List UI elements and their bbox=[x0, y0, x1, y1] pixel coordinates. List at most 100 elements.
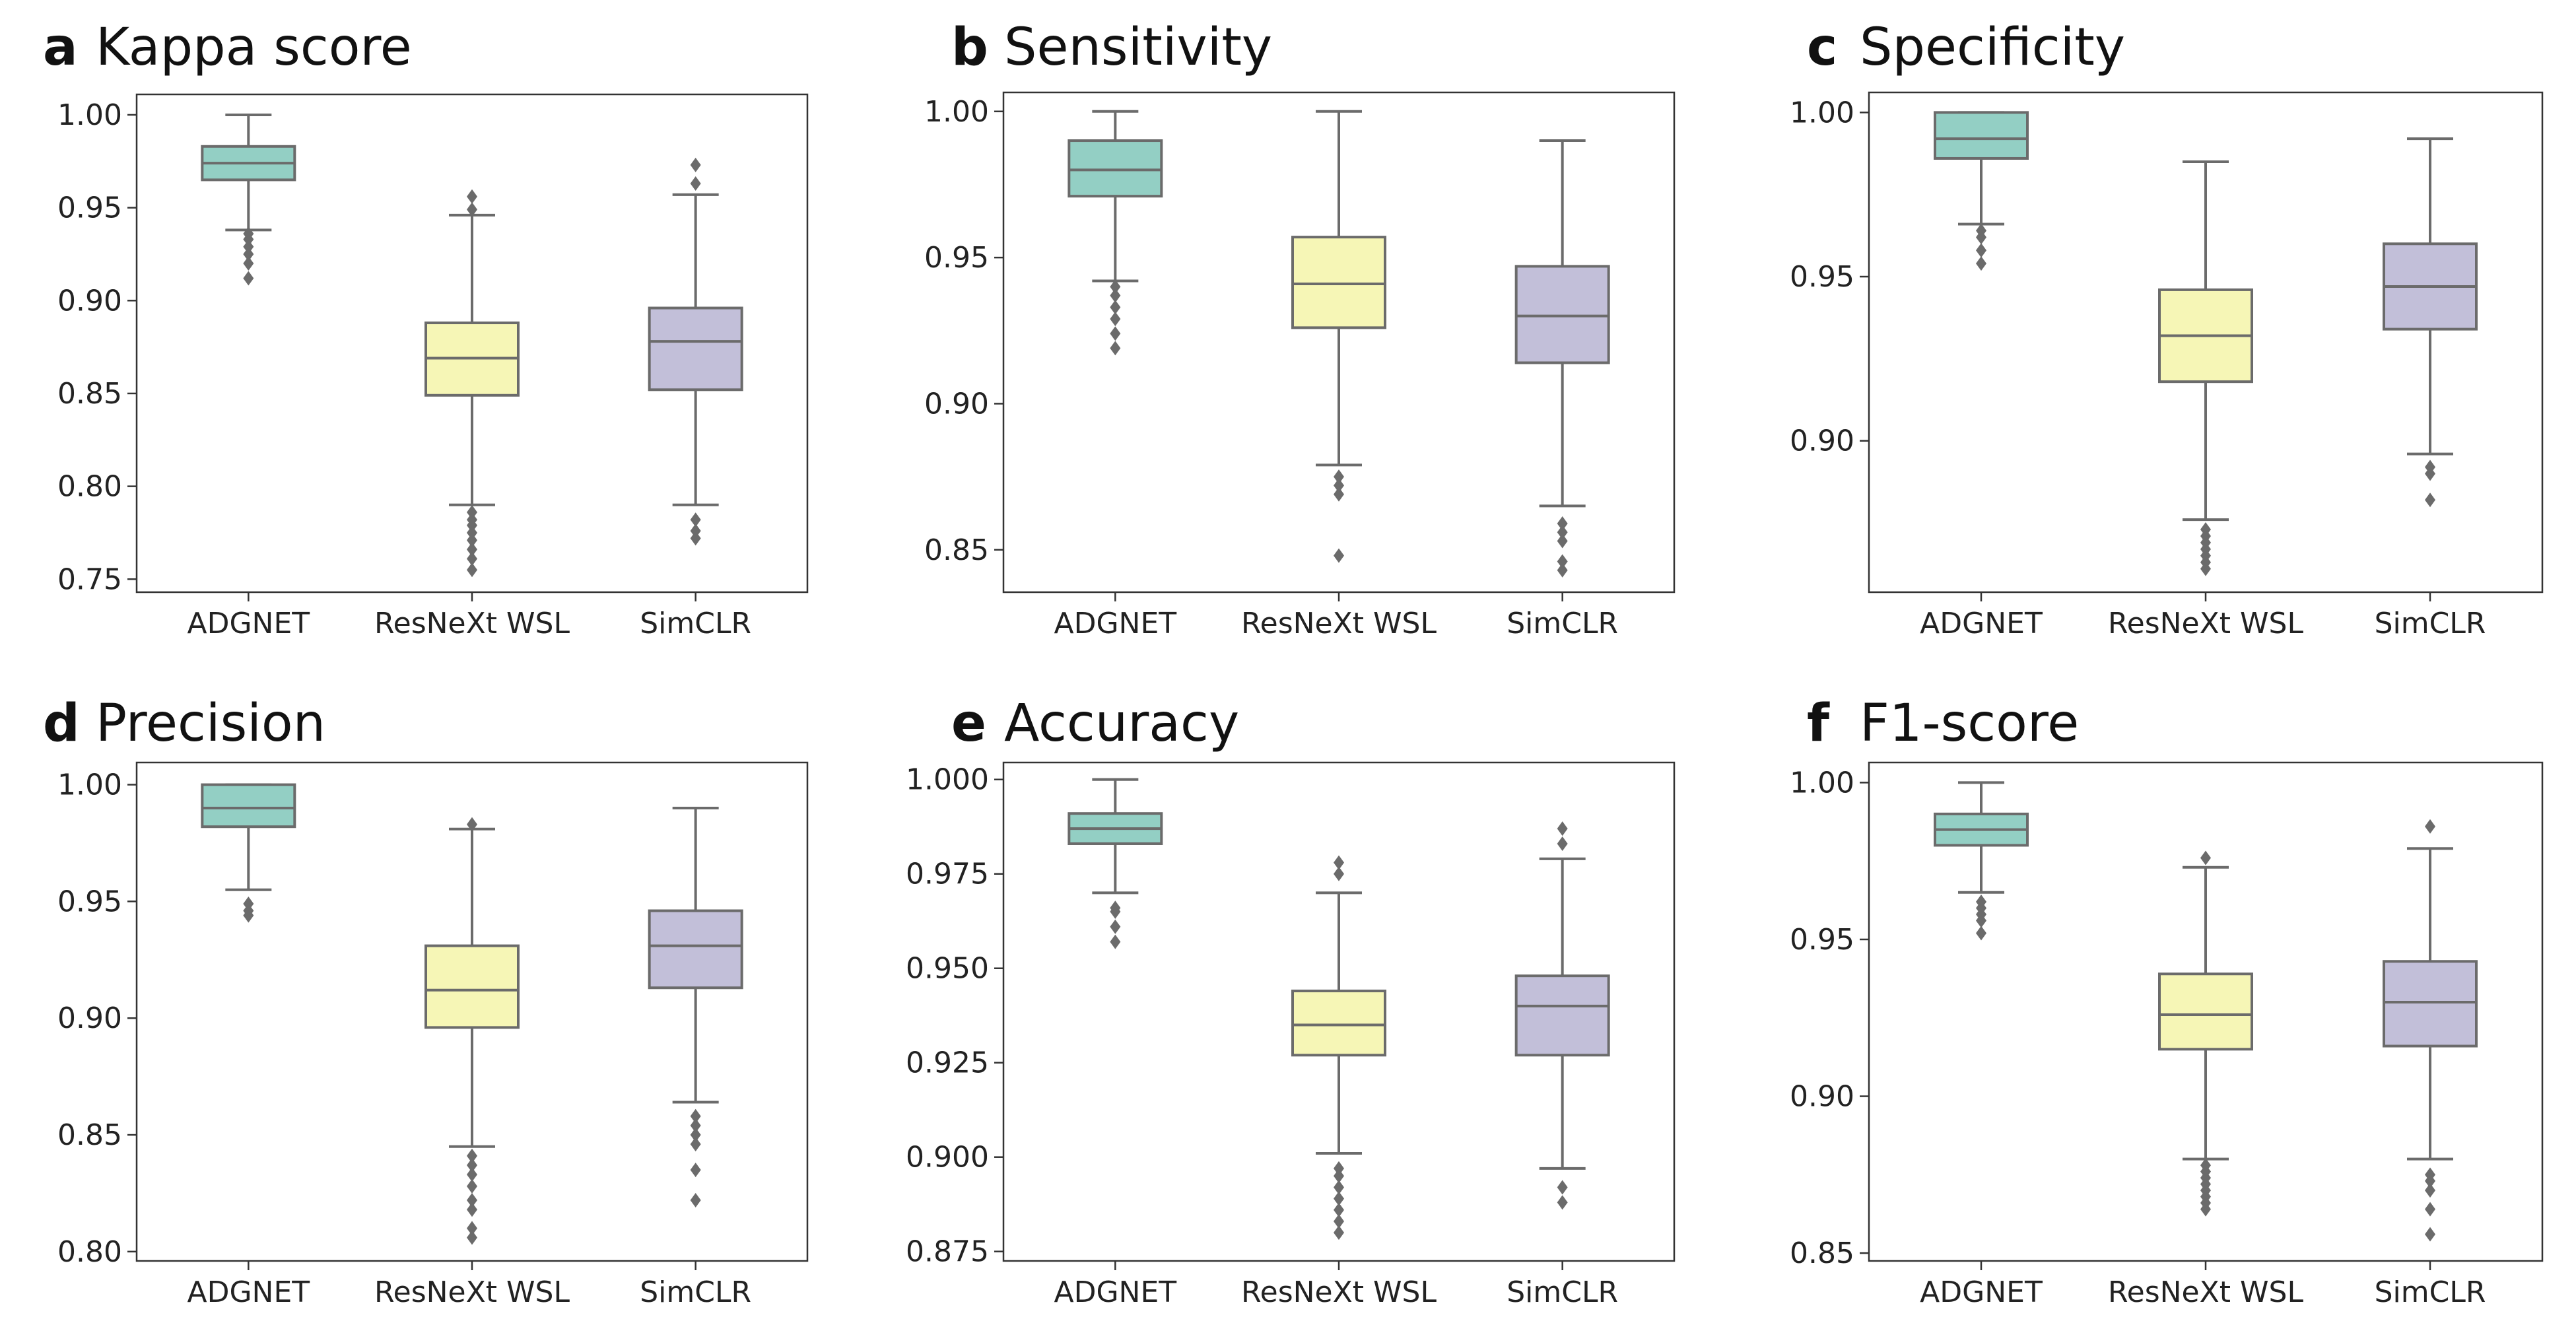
box-group bbox=[1514, 821, 1610, 1210]
y-tick-label: 0.90 bbox=[1790, 424, 1854, 458]
iqr-box bbox=[201, 783, 296, 829]
outlier-point bbox=[467, 505, 477, 520]
outlier-point bbox=[1334, 1202, 1344, 1217]
y-tick-label: 0.95 bbox=[57, 191, 122, 225]
x-category-label: SimCLR bbox=[2375, 1275, 2486, 1309]
y-tick-label: 0.95 bbox=[924, 241, 989, 275]
outlier-point bbox=[243, 896, 254, 911]
x-category-label: ADGNET bbox=[1054, 1275, 1176, 1309]
panel-letter: b bbox=[951, 18, 988, 77]
panel-letter: a bbox=[43, 18, 78, 77]
plot-frame bbox=[1002, 761, 1676, 1262]
outlier-point bbox=[1110, 934, 1121, 949]
y-tick-label: 0.85 bbox=[57, 1118, 122, 1152]
box-group bbox=[2383, 137, 2478, 508]
outlier-point bbox=[1557, 562, 1568, 578]
y-tick-label: 1.00 bbox=[57, 768, 122, 802]
y-tick-label: 0.90 bbox=[924, 387, 989, 421]
x-category-label: ResNeXt WSL bbox=[374, 1275, 570, 1309]
outlier-point bbox=[1557, 1180, 1568, 1195]
panel-title: Specificity bbox=[1860, 18, 2125, 77]
panel-letter: c bbox=[1807, 18, 1837, 77]
x-category-label: ADGNET bbox=[187, 607, 310, 640]
panel-a: a Kappa score 0.75 0.80 0.85 0.90 0.95 1.00 ADGN… bbox=[43, 18, 809, 640]
panel-title: Accuracy bbox=[1004, 694, 1239, 753]
outlier-point bbox=[467, 1178, 477, 1194]
panel-letter: e bbox=[951, 694, 986, 753]
x-category-label: ADGNET bbox=[187, 1275, 310, 1309]
y-tick-label: 1.00 bbox=[924, 95, 989, 129]
outlier-point bbox=[467, 1230, 477, 1245]
panel-e: e Accuracy 0.875 0.900 0.925 0.950 0.975 1.000 A… bbox=[906, 694, 1676, 1309]
box-group bbox=[2383, 819, 2478, 1242]
outlier-point bbox=[1334, 548, 1344, 563]
outlier-point bbox=[1110, 312, 1121, 327]
panel-c: c Specificity 0.90 0.95 1.00 ADGNET ResNeXt WS… bbox=[1790, 18, 2544, 640]
y-tick-label: 0.900 bbox=[906, 1141, 989, 1174]
y-tick-label: 0.95 bbox=[1790, 923, 1854, 957]
outlier-point bbox=[690, 176, 701, 191]
panel-title: F1-score bbox=[1860, 694, 2079, 753]
outlier-point bbox=[1976, 256, 1986, 271]
iqr-box bbox=[1291, 236, 1386, 329]
outlier-point bbox=[2200, 850, 2211, 865]
x-category-label: ADGNET bbox=[1054, 607, 1176, 640]
outlier-point bbox=[467, 512, 477, 527]
outlier-point bbox=[2200, 522, 2211, 537]
outlier-point bbox=[2425, 1167, 2435, 1182]
y-tick-label: 1.00 bbox=[1790, 766, 1854, 799]
iqr-box bbox=[1934, 111, 2029, 160]
outlier-point bbox=[2200, 1158, 2211, 1173]
box-group bbox=[1934, 781, 2029, 941]
y-tick-label: 0.950 bbox=[906, 952, 989, 986]
outlier-point bbox=[2425, 819, 2435, 834]
outlier-point bbox=[1557, 821, 1568, 836]
outlier-point bbox=[467, 525, 477, 540]
outlier-point bbox=[243, 256, 254, 271]
y-tick-label: 1.00 bbox=[1790, 96, 1854, 129]
y-tick-label: 1.000 bbox=[906, 763, 989, 797]
outlier-point bbox=[1976, 243, 1986, 258]
y-tick-label: 0.95 bbox=[57, 885, 122, 918]
box-group bbox=[1934, 111, 2029, 271]
outlier-point bbox=[1334, 855, 1344, 870]
outlier-point bbox=[2425, 1202, 2435, 1217]
outlier-point bbox=[467, 1158, 477, 1173]
outlier-point bbox=[2425, 492, 2435, 508]
outlier-point bbox=[1334, 1161, 1344, 1176]
outlier-point bbox=[1557, 554, 1568, 569]
outlier-point bbox=[243, 246, 254, 261]
x-category-label: SimCLR bbox=[640, 607, 751, 640]
outlier-point bbox=[2425, 1183, 2435, 1198]
box-group bbox=[424, 817, 520, 1245]
outlier-point bbox=[1334, 469, 1344, 485]
panel-letter: f bbox=[1807, 694, 1830, 753]
y-tick-label: 0.925 bbox=[906, 1046, 989, 1080]
panel-title: Kappa score bbox=[96, 18, 412, 77]
plot-frame bbox=[135, 761, 809, 1262]
y-tick-label: 0.95 bbox=[1790, 260, 1854, 294]
outlier-point bbox=[1557, 516, 1568, 531]
outlier-point bbox=[690, 157, 701, 172]
outlier-point bbox=[1557, 533, 1568, 549]
outlier-point bbox=[690, 1193, 701, 1208]
outlier-point bbox=[1976, 223, 1986, 238]
y-tick-label: 0.80 bbox=[57, 470, 122, 504]
outlier-point bbox=[1557, 1195, 1568, 1210]
x-category-label: SimCLR bbox=[1507, 1275, 1618, 1309]
outlier-point bbox=[690, 1137, 701, 1152]
plot-frame bbox=[1002, 91, 1676, 594]
iqr-box bbox=[1514, 974, 1610, 1057]
panel-d: d Precision 0.80 0.85 0.90 0.95 1.00 ADGNET ResN… bbox=[43, 694, 809, 1309]
outlier-point bbox=[690, 512, 701, 527]
y-tick-label: 0.90 bbox=[1790, 1080, 1854, 1114]
y-tick-label: 0.975 bbox=[906, 858, 989, 891]
y-tick-label: 0.90 bbox=[57, 1001, 122, 1035]
plot-frame bbox=[135, 93, 809, 594]
x-category-label: SimCLR bbox=[2375, 607, 2486, 640]
outlier-point bbox=[1334, 487, 1344, 502]
box-group bbox=[201, 783, 296, 923]
outlier-point bbox=[1334, 1180, 1344, 1195]
y-tick-label: 0.85 bbox=[57, 377, 122, 411]
